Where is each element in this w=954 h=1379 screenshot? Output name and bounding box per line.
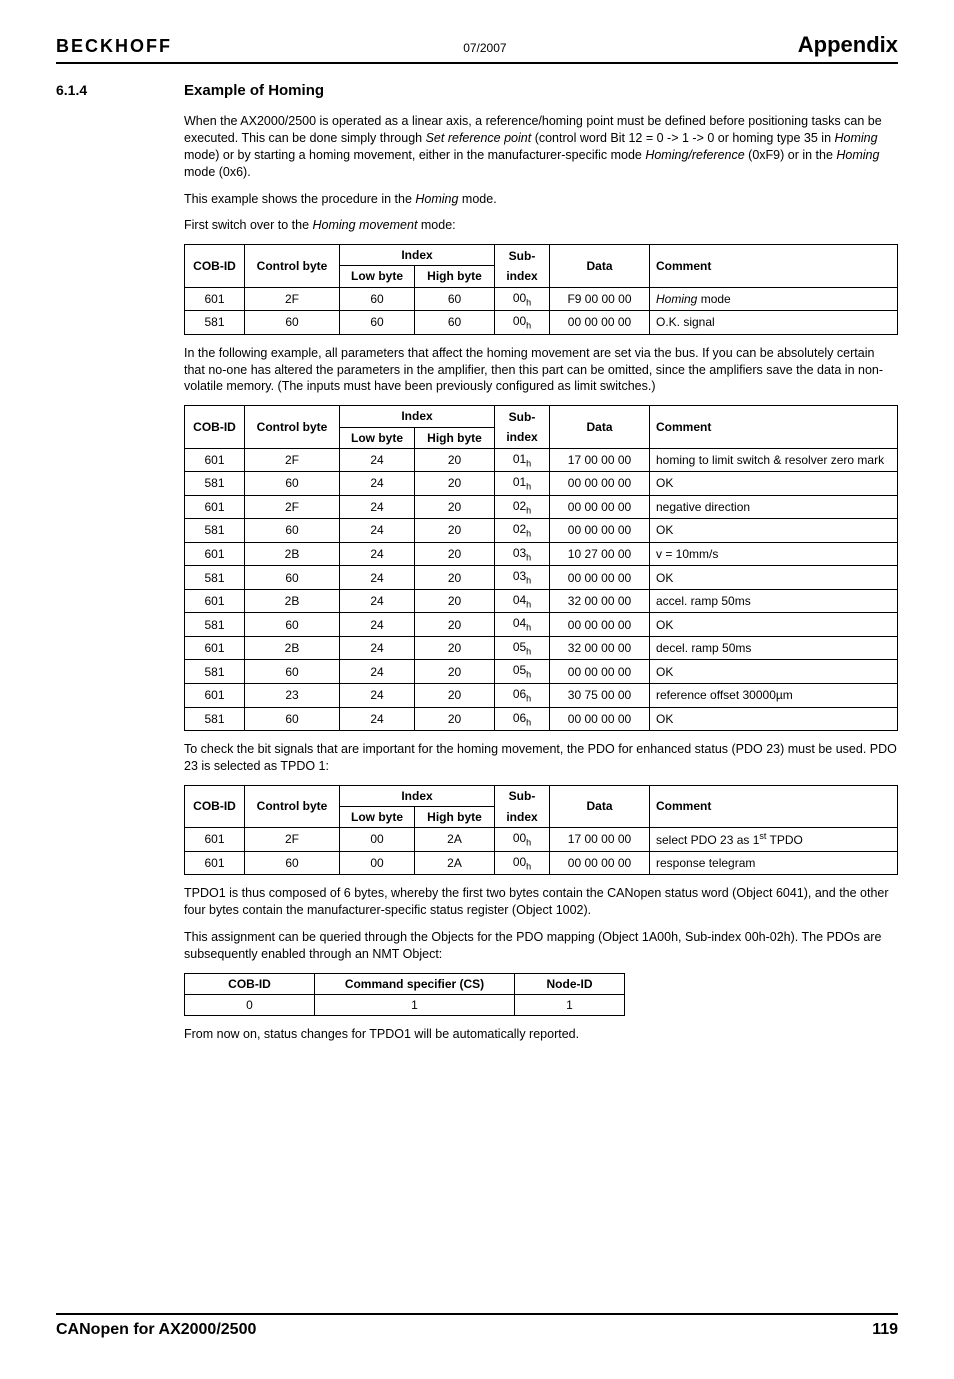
- footer-title: CANopen for AX2000/2500: [56, 1321, 256, 1339]
- table-homing-mode: COB-ID Control byte Index Sub- Data Comm…: [184, 244, 898, 334]
- table-row: 601 2F 60 60 00h F9 00 00 00 Homing mode: [185, 287, 898, 311]
- table-row: 581 60 60 60 00h 00 00 00 00 O.K. signal: [185, 311, 898, 335]
- header-date: 07/2007: [463, 41, 506, 55]
- section-title: Example of Homing: [184, 82, 324, 99]
- table-row: 601 60 00 2A 00h 00 00 00 00 response te…: [185, 851, 898, 875]
- th-data: Data: [550, 245, 650, 287]
- table-row: 60123242006h30 75 00 00reference offset …: [185, 684, 898, 708]
- th-sub: Sub-: [495, 245, 550, 266]
- table-row: 6012B242003h10 27 00 00v = 10mm/s: [185, 542, 898, 566]
- table-nmt: COB-ID Command specifier (CS) Node-ID 0 …: [184, 973, 625, 1016]
- header-section: Appendix: [798, 32, 898, 58]
- paragraph-4: In the following example, all parameters…: [184, 345, 898, 396]
- table-row: 6012F242002h00 00 00 00negative directio…: [185, 495, 898, 519]
- paragraph-2: This example shows the procedure in the …: [184, 191, 898, 208]
- page-header: BECKHOFF 07/2007 Appendix: [56, 32, 898, 64]
- table-row: 58160242004h00 00 00 00OK: [185, 613, 898, 637]
- page-number: 119: [872, 1321, 898, 1339]
- th-subindex: index: [495, 266, 550, 287]
- section-number: 6.1.4: [56, 82, 184, 99]
- paragraph-1: When the AX2000/2500 is operated as a li…: [184, 113, 898, 181]
- table-row: 58160242006h00 00 00 00OK: [185, 707, 898, 731]
- th-cs: Command specifier (CS): [315, 973, 515, 994]
- table-row: 6012B242004h32 00 00 00accel. ramp 50ms: [185, 589, 898, 613]
- th-low: Low byte: [340, 266, 415, 287]
- th-node: Node-ID: [515, 973, 625, 994]
- th-index: Index: [340, 245, 495, 266]
- table-row: 58160242001h00 00 00 00OK: [185, 472, 898, 496]
- paragraph-8: From now on, status changes for TPDO1 wi…: [184, 1026, 898, 1043]
- th-cobid: COB-ID: [185, 973, 315, 994]
- table-row: 6012F242001h17 00 00 00homing to limit s…: [185, 448, 898, 472]
- brand: BECKHOFF: [56, 36, 172, 57]
- th-ctrl: Control byte: [245, 245, 340, 287]
- table-row: 58160242002h00 00 00 00OK: [185, 519, 898, 543]
- table-row: 601 2F 00 2A 00h 17 00 00 00 select PDO …: [185, 828, 898, 852]
- body: When the AX2000/2500 is operated as a li…: [184, 113, 898, 1313]
- table-row: 58160242005h00 00 00 00OK: [185, 660, 898, 684]
- paragraph-5: To check the bit signals that are import…: [184, 741, 898, 775]
- page-footer: CANopen for AX2000/2500 119: [56, 1313, 898, 1339]
- paragraph-6: TPDO1 is thus composed of 6 bytes, where…: [184, 885, 898, 919]
- table-tpdo: COB-ID Control byte Index Sub- Data Comm…: [184, 785, 898, 875]
- th-comment: Comment: [650, 245, 898, 287]
- table-row: 58160242003h00 00 00 00OK: [185, 566, 898, 590]
- th-high: High byte: [415, 266, 495, 287]
- paragraph-3: First switch over to the Homing movement…: [184, 217, 898, 234]
- table-parameters: COB-ID Control byte Index Sub- Data Comm…: [184, 405, 898, 731]
- section-heading: 6.1.4 Example of Homing: [56, 82, 898, 99]
- th-cobid: COB-ID: [185, 245, 245, 287]
- table-row: 0 1 1: [185, 994, 625, 1015]
- paragraph-7: This assignment can be queried through t…: [184, 929, 898, 963]
- table-row: 6012B242005h32 00 00 00decel. ramp 50ms: [185, 636, 898, 660]
